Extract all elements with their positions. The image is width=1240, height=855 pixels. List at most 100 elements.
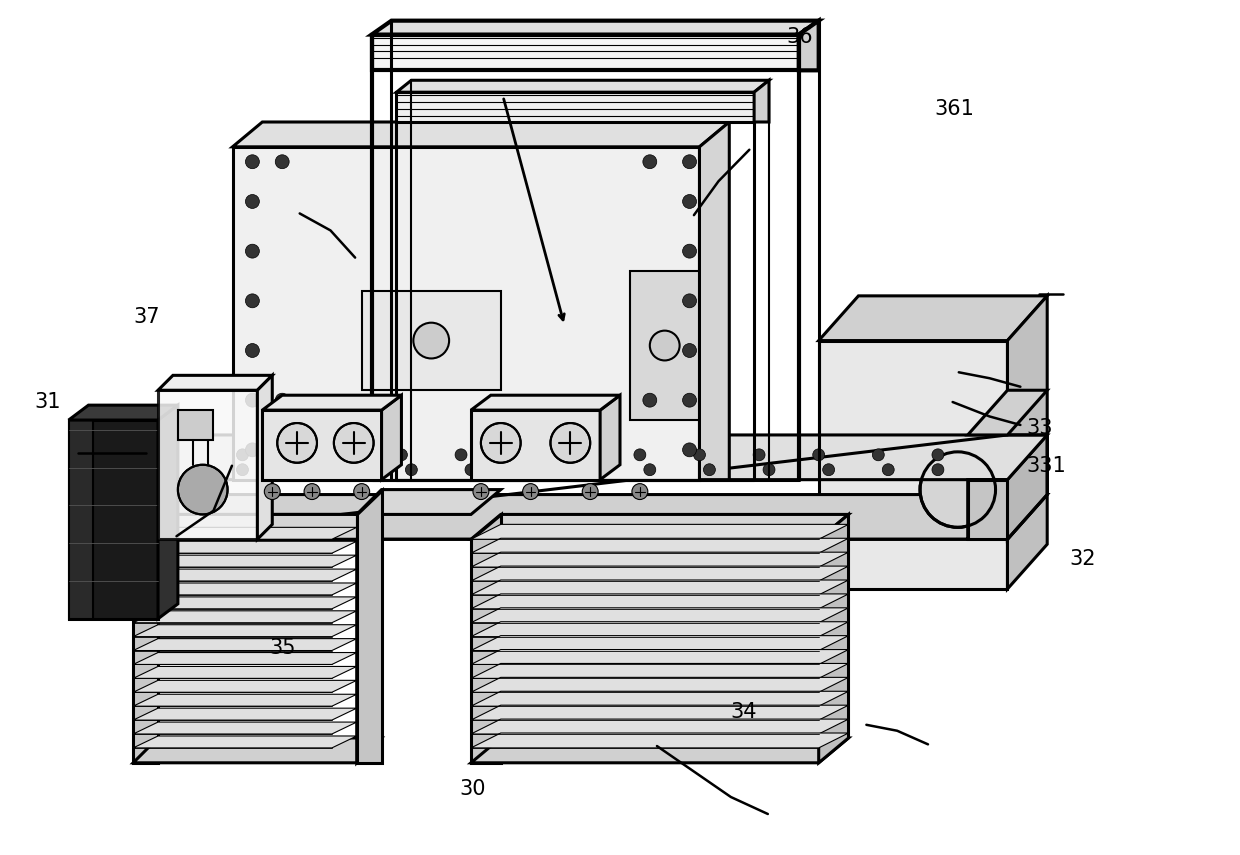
Polygon shape	[133, 541, 357, 553]
Polygon shape	[1007, 296, 1048, 589]
Text: 361: 361	[934, 99, 975, 119]
Circle shape	[822, 463, 835, 475]
Polygon shape	[967, 480, 1007, 540]
Polygon shape	[471, 515, 848, 540]
Polygon shape	[133, 708, 357, 720]
Polygon shape	[471, 608, 848, 622]
Polygon shape	[818, 515, 848, 763]
Polygon shape	[157, 390, 258, 540]
Polygon shape	[133, 515, 157, 763]
Polygon shape	[1007, 435, 1048, 540]
Circle shape	[812, 449, 825, 461]
Circle shape	[465, 463, 477, 475]
Polygon shape	[357, 515, 382, 763]
Polygon shape	[133, 528, 357, 540]
Polygon shape	[471, 677, 848, 693]
Polygon shape	[258, 375, 273, 540]
Polygon shape	[471, 705, 848, 720]
Polygon shape	[818, 340, 1007, 589]
Polygon shape	[157, 515, 382, 540]
Polygon shape	[471, 663, 848, 678]
Circle shape	[246, 294, 259, 308]
Polygon shape	[133, 583, 357, 595]
Polygon shape	[133, 597, 357, 609]
Polygon shape	[133, 736, 357, 748]
Circle shape	[584, 463, 596, 475]
Circle shape	[237, 463, 248, 475]
Circle shape	[237, 449, 248, 461]
Polygon shape	[233, 147, 699, 480]
Circle shape	[551, 423, 590, 463]
Circle shape	[693, 449, 706, 461]
Polygon shape	[133, 435, 172, 540]
Circle shape	[264, 484, 280, 499]
Text: 35: 35	[269, 639, 295, 658]
Polygon shape	[233, 122, 729, 147]
Circle shape	[883, 463, 894, 475]
Polygon shape	[471, 410, 600, 480]
Polygon shape	[397, 92, 754, 122]
Circle shape	[583, 484, 598, 499]
Polygon shape	[471, 719, 848, 734]
Polygon shape	[372, 21, 818, 34]
Circle shape	[336, 449, 347, 461]
Polygon shape	[600, 395, 620, 480]
Circle shape	[246, 155, 259, 168]
Circle shape	[632, 484, 647, 499]
Polygon shape	[133, 515, 382, 540]
Polygon shape	[133, 555, 357, 567]
Polygon shape	[471, 738, 848, 763]
Polygon shape	[799, 21, 818, 70]
Polygon shape	[157, 405, 177, 619]
Circle shape	[642, 155, 657, 168]
Polygon shape	[471, 539, 848, 553]
Polygon shape	[133, 722, 357, 734]
Polygon shape	[133, 666, 357, 678]
Text: 34: 34	[730, 702, 758, 722]
Polygon shape	[471, 692, 848, 706]
Circle shape	[682, 393, 697, 407]
Polygon shape	[357, 490, 501, 515]
Polygon shape	[157, 375, 273, 390]
Polygon shape	[133, 694, 357, 706]
Circle shape	[574, 449, 587, 461]
Polygon shape	[68, 420, 93, 619]
Text: 36: 36	[786, 27, 813, 47]
Polygon shape	[357, 490, 382, 763]
Text: 33: 33	[1027, 417, 1053, 438]
Circle shape	[682, 443, 697, 457]
Polygon shape	[133, 652, 357, 664]
Circle shape	[275, 155, 289, 168]
Text: 37: 37	[134, 307, 160, 327]
Polygon shape	[372, 34, 799, 70]
Circle shape	[278, 423, 317, 463]
Polygon shape	[133, 738, 382, 763]
Circle shape	[481, 423, 521, 463]
Circle shape	[275, 393, 289, 407]
Polygon shape	[133, 435, 1048, 480]
Polygon shape	[68, 405, 177, 420]
Circle shape	[525, 463, 537, 475]
Circle shape	[246, 443, 259, 457]
Polygon shape	[630, 271, 699, 420]
Polygon shape	[471, 566, 848, 581]
Circle shape	[286, 463, 298, 475]
Circle shape	[246, 195, 259, 209]
Circle shape	[763, 463, 775, 475]
Text: 32: 32	[1070, 549, 1096, 569]
Polygon shape	[133, 494, 1048, 540]
Circle shape	[682, 195, 697, 209]
Circle shape	[932, 463, 944, 475]
Polygon shape	[471, 395, 620, 410]
Circle shape	[753, 449, 765, 461]
Polygon shape	[68, 420, 157, 619]
Polygon shape	[699, 122, 729, 480]
Polygon shape	[471, 594, 848, 609]
Polygon shape	[177, 410, 213, 440]
Circle shape	[246, 393, 259, 407]
Circle shape	[682, 294, 697, 308]
Circle shape	[246, 344, 259, 357]
Polygon shape	[471, 524, 848, 540]
Text: 30: 30	[460, 779, 486, 799]
Circle shape	[353, 484, 370, 499]
